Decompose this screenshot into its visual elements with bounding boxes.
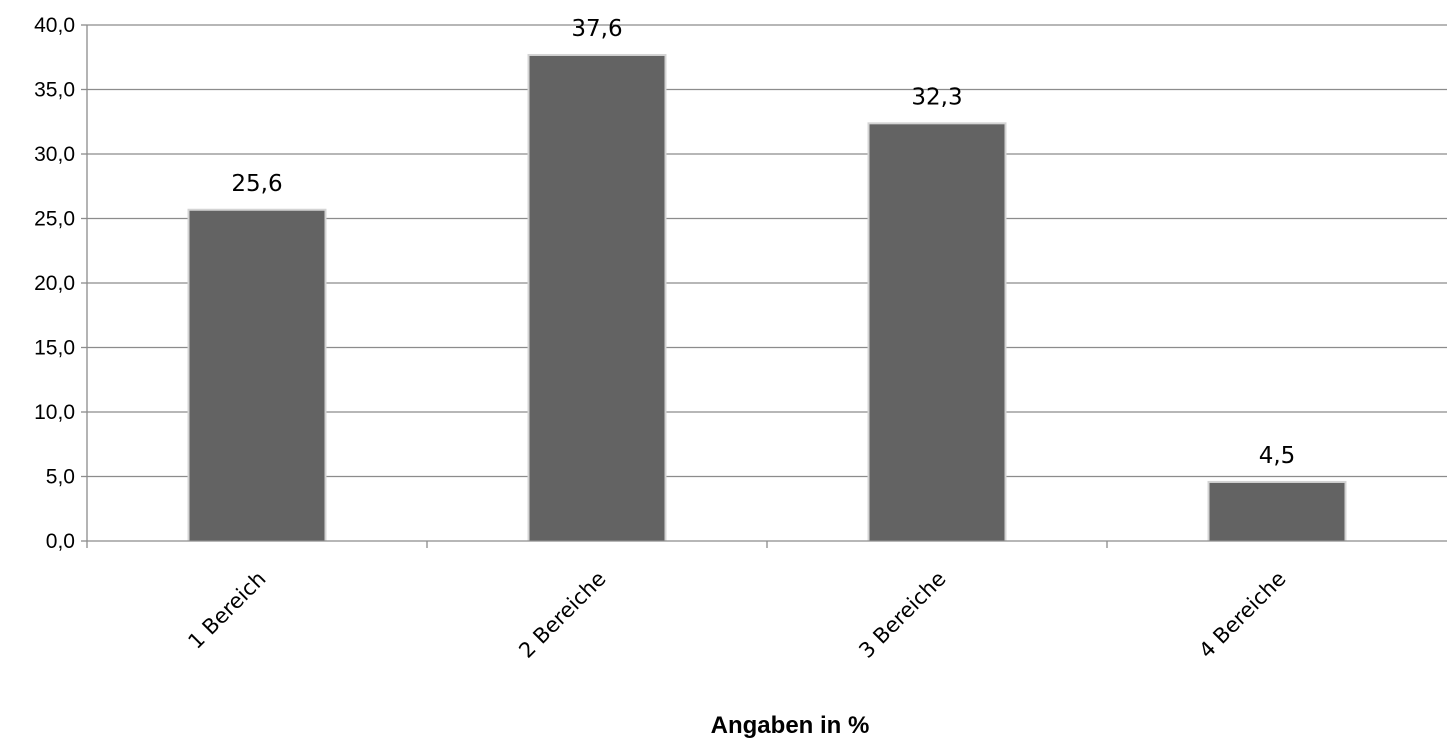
bar	[869, 124, 1005, 541]
data-label: 37,6	[571, 16, 622, 42]
y-tick-label: 10,0	[34, 401, 75, 424]
bar	[1209, 482, 1345, 541]
x-tick-label: 4 Bereiche	[1194, 567, 1290, 663]
y-tick-label: 35,0	[34, 79, 75, 102]
bar	[529, 55, 665, 542]
y-tick-label: 20,0	[34, 272, 75, 295]
axes	[81, 24, 1447, 548]
x-tick-label: 2 Bereiche	[514, 567, 610, 663]
y-tick-label: 5,0	[46, 466, 75, 489]
data-label: 32,3	[911, 84, 962, 110]
bars	[187, 53, 1347, 542]
y-tick-label: 25,0	[34, 208, 75, 231]
y-tick-label: 0,0	[46, 530, 75, 553]
x-axis-title: Angaben in %	[711, 712, 870, 739]
bar	[189, 210, 325, 541]
x-tick-label: 1 Bereich	[183, 567, 270, 654]
data-label: 4,5	[1259, 443, 1296, 469]
x-tick-label: 3 Bereiche	[854, 567, 950, 663]
data-label: 25,6	[231, 171, 282, 197]
y-tick-label: 40,0	[34, 14, 75, 37]
y-tick-label: 30,0	[34, 143, 75, 166]
y-tick-label: 15,0	[34, 337, 75, 360]
